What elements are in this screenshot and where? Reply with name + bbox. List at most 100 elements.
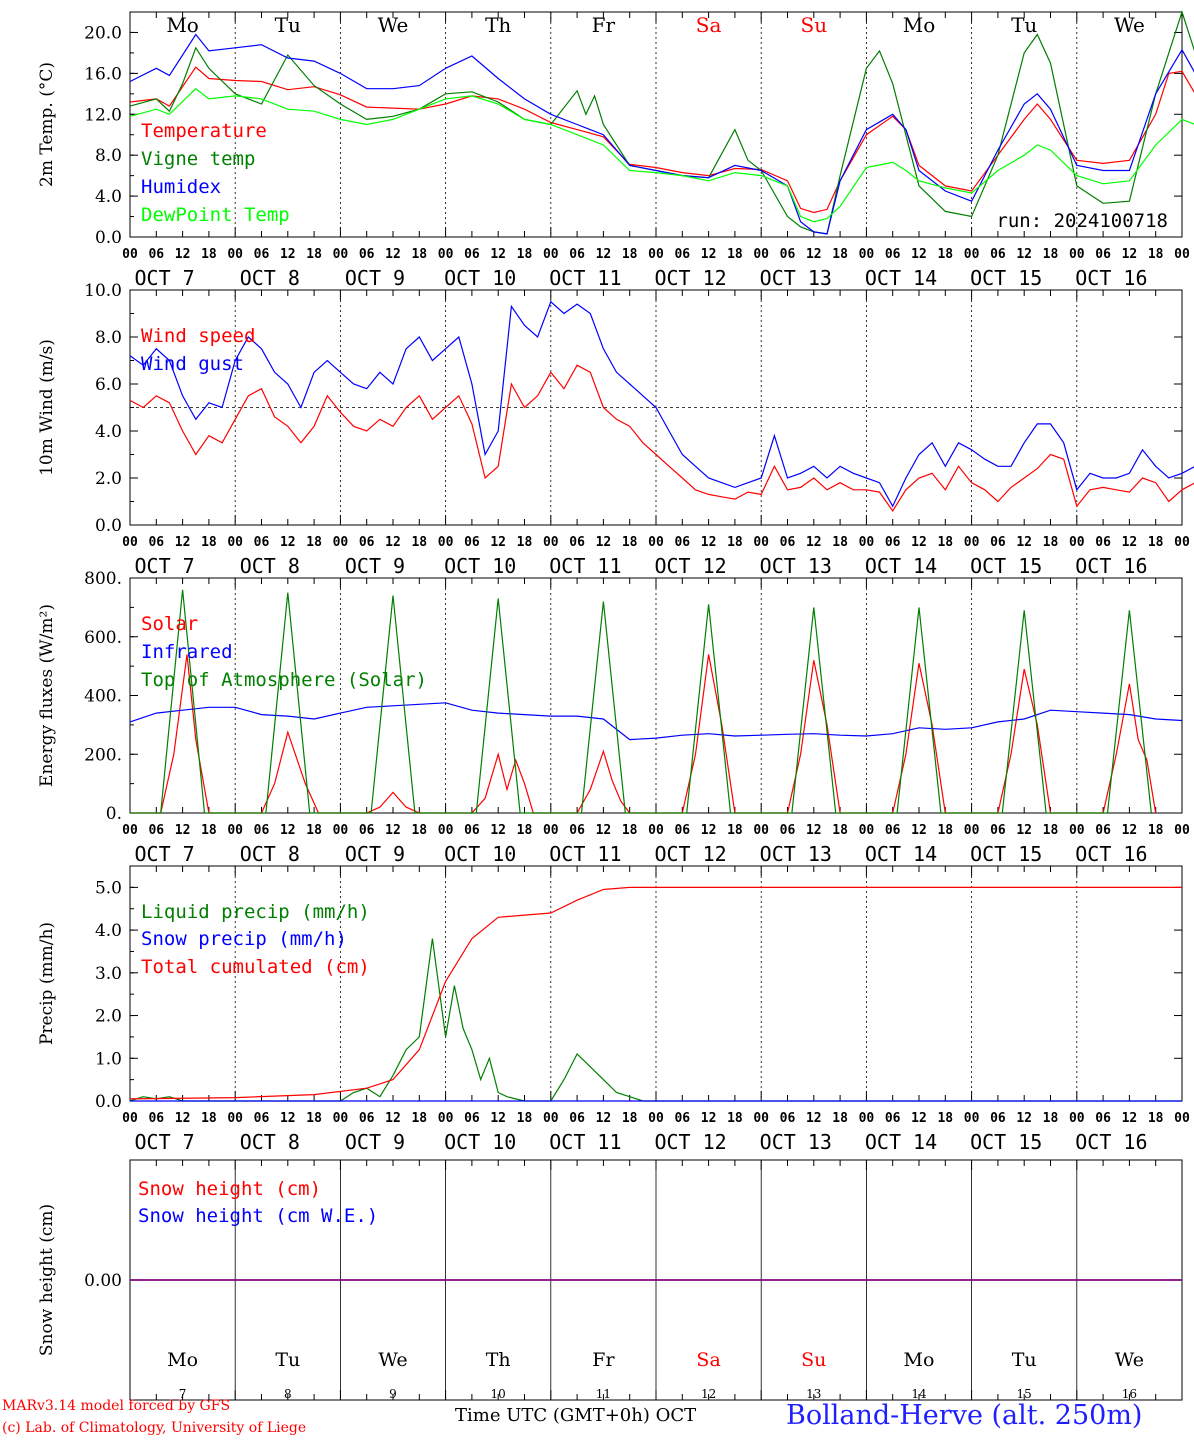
day-number-label: 10 <box>491 1387 506 1401</box>
y-tick-label: 0.0 <box>95 228 122 248</box>
hour-tick-label: 00 <box>1069 1111 1085 1126</box>
series-line-infrared <box>129 702 1183 741</box>
hour-tick-label: 12 <box>596 535 612 550</box>
hour-tick-label: 06 <box>569 823 585 838</box>
hour-tick-label: 12 <box>490 823 506 838</box>
y-tick-label: 4.0 <box>95 921 122 941</box>
series-line-temperature <box>129 66 1194 214</box>
hour-tick-label: 12 <box>280 535 296 550</box>
day-abbr-label: We <box>378 1349 407 1371</box>
hour-tick-label: 06 <box>464 247 480 262</box>
hour-tick-label: 12 <box>806 1111 822 1126</box>
hour-tick-label: 12 <box>175 247 191 262</box>
date-label: OCT 16 <box>1075 1130 1147 1154</box>
hour-tick-label: 12 <box>175 1111 191 1126</box>
hour-tick-label: 18 <box>1043 823 1059 838</box>
panel-4: 0.0 1.0 2.0 3.0 4.0 5.0 Precip (mm/h) Liquid pr… <box>37 865 1190 1154</box>
hour-tick-label: 18 <box>517 247 533 262</box>
date-label: OCT 15 <box>970 1130 1042 1154</box>
date-label: OCT 8 <box>240 554 300 578</box>
y-tick-label: 8.0 <box>95 146 122 166</box>
hour-tick-label: 18 <box>201 1111 217 1126</box>
hour-tick-label: 18 <box>1043 247 1059 262</box>
hour-tick-label: 00 <box>227 823 243 838</box>
hour-tick-label: 12 <box>911 247 927 262</box>
hour-tick-label: 12 <box>385 247 401 262</box>
hour-tick-label: 18 <box>1148 247 1164 262</box>
hour-tick-label: 06 <box>254 535 270 550</box>
day-abbr-label: We <box>1115 1349 1144 1371</box>
hour-tick-label: 12 <box>1016 247 1032 262</box>
hour-tick-label: 12 <box>385 1111 401 1126</box>
hour-tick-label: 18 <box>517 535 533 550</box>
hour-tick-label: 18 <box>1148 823 1164 838</box>
hour-tick-label: 12 <box>1122 823 1138 838</box>
y-tick-label: 800. <box>84 569 122 589</box>
y-axis-label: 2m Temp. (°C) <box>37 62 57 187</box>
hour-tick-label: 12 <box>596 1111 612 1126</box>
hour-tick-label: 18 <box>1043 1111 1059 1126</box>
date-label: OCT 15 <box>970 554 1042 578</box>
date-label: OCT 11 <box>549 266 621 290</box>
hour-tick-label: 06 <box>1095 535 1111 550</box>
hour-tick-label: 00 <box>964 535 980 550</box>
hour-tick-label: 00 <box>543 823 559 838</box>
hour-tick-label: 00 <box>333 1111 349 1126</box>
hour-tick-label: 12 <box>385 535 401 550</box>
day-abbr-label: Sa <box>696 1349 720 1371</box>
date-label: OCT 12 <box>654 554 726 578</box>
date-label: OCT 9 <box>345 842 405 866</box>
hour-tick-label: 00 <box>1069 247 1085 262</box>
hour-tick-label: 12 <box>806 535 822 550</box>
date-label: OCT 16 <box>1075 842 1147 866</box>
date-label: OCT 10 <box>444 842 516 866</box>
hour-tick-label: 18 <box>411 535 427 550</box>
date-label: OCT 10 <box>444 266 516 290</box>
day-number-label: 9 <box>389 1387 397 1401</box>
day-abbr-label: Mo <box>903 13 936 37</box>
hour-tick-label: 18 <box>622 535 638 550</box>
hour-tick-label: 00 <box>122 1111 138 1126</box>
hour-tick-label: 00 <box>1069 823 1085 838</box>
hour-tick-label: 12 <box>490 535 506 550</box>
hour-tick-label: 06 <box>1095 247 1111 262</box>
hour-tick-label: 18 <box>832 535 848 550</box>
day-abbr-label: Mo <box>167 1349 198 1371</box>
day-number-label: 13 <box>806 1387 821 1401</box>
hour-tick-label: 12 <box>701 247 717 262</box>
y-tick-label: 1.0 <box>95 1049 122 1069</box>
hour-tick-label: 06 <box>359 535 375 550</box>
day-abbr-label: Mo <box>904 1349 935 1371</box>
hour-tick-label: 06 <box>254 823 270 838</box>
hour-tick-label: 06 <box>885 247 901 262</box>
hour-tick-label: 06 <box>148 247 164 262</box>
date-label: OCT 12 <box>654 842 726 866</box>
day-number-label: 14 <box>911 1387 927 1401</box>
hour-tick-label: 12 <box>806 247 822 262</box>
hour-tick-label: 06 <box>990 1111 1006 1126</box>
date-label: OCT 14 <box>865 1130 937 1154</box>
y-tick-label: 0.0 <box>95 516 122 536</box>
hour-tick-label: 00 <box>438 247 454 262</box>
panel-2: 0.0 2.0 4.0 6.0 8.0 10.0 10m Wind (m/s) Wind sp… <box>37 281 1194 578</box>
hour-tick-label: 00 <box>1174 535 1190 550</box>
hour-tick-label: 00 <box>753 823 769 838</box>
date-label: OCT 8 <box>240 1130 300 1154</box>
station-label: Bolland-Herve (alt. 250m) <box>786 1400 1143 1431</box>
hour-tick-label: 12 <box>911 823 927 838</box>
y-tick-label: 200. <box>84 745 122 765</box>
hour-tick-label: 18 <box>306 535 322 550</box>
hour-tick-label: 18 <box>832 247 848 262</box>
day-abbr-label: Th <box>486 1349 511 1371</box>
time-axis-label: Time UTC (GMT+0h) OCT <box>455 1405 697 1426</box>
day-abbr-label: Sa <box>696 13 722 37</box>
date-label: OCT 7 <box>134 1130 194 1154</box>
day-abbr-label: Fr <box>592 1349 615 1371</box>
date-label: OCT 9 <box>345 266 405 290</box>
lab-credit: (c) Lab. of Climatology, University of L… <box>2 1420 307 1436</box>
hour-tick-label: 06 <box>148 1111 164 1126</box>
hour-tick-label: 12 <box>280 823 296 838</box>
date-label: OCT 10 <box>444 554 516 578</box>
hour-tick-label: 06 <box>780 247 796 262</box>
hour-tick-label: 12 <box>280 1111 296 1126</box>
